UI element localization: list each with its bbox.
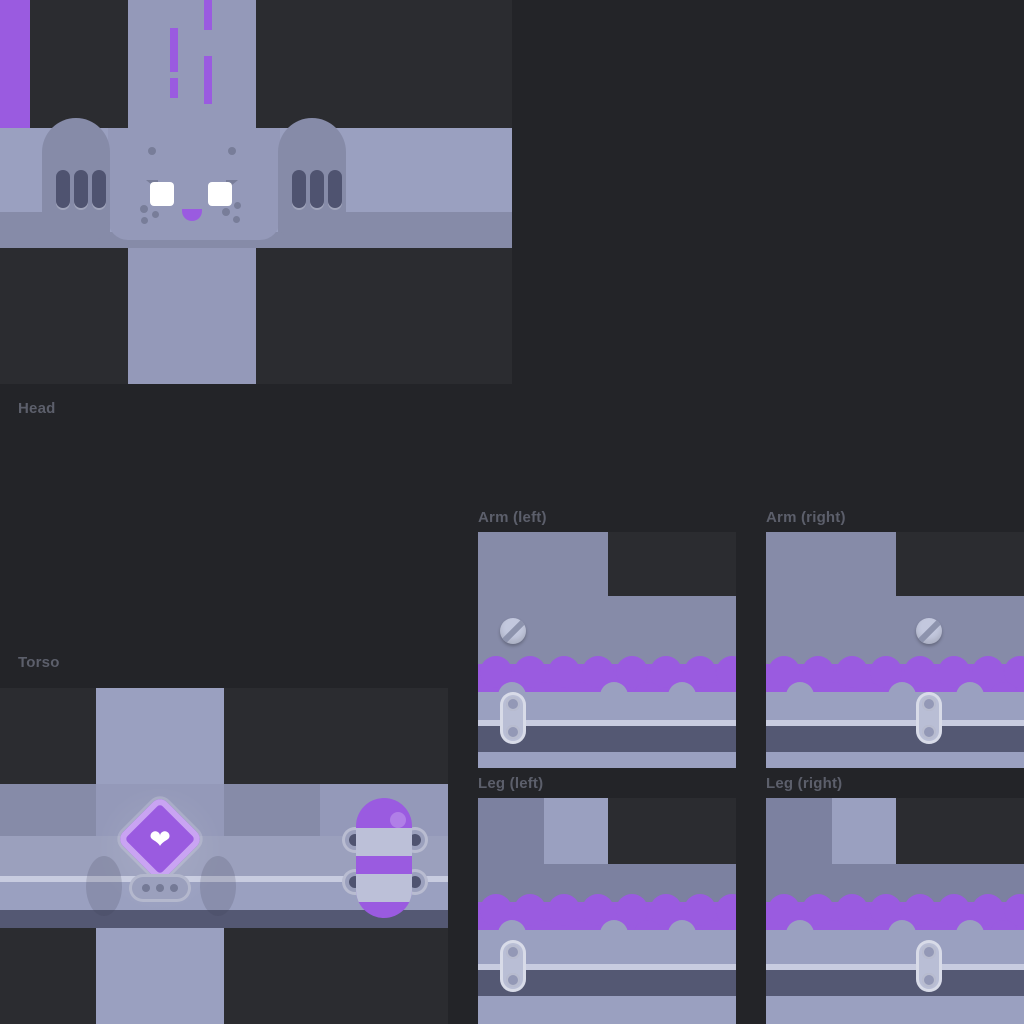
arm-left-shoulder-notch [478, 532, 608, 596]
leg-right-hip-a [766, 798, 832, 864]
screw-icon [916, 618, 942, 644]
clasp-hole [506, 973, 520, 987]
arm-left-hand [478, 752, 736, 768]
bolt-core [409, 876, 421, 888]
freckle [233, 216, 240, 223]
clasp-icon [916, 940, 942, 992]
striped-capsule [356, 798, 412, 918]
torso-bottom-block [96, 928, 224, 1024]
leg-right-foot [766, 996, 1024, 1024]
freckle [222, 208, 230, 216]
mane-tuft-right-a [204, 0, 212, 30]
ear-right-inner [292, 170, 342, 208]
leg-left-foot [478, 996, 736, 1024]
clasp-icon [500, 692, 526, 744]
panel-label-head: Head [18, 400, 56, 417]
leg-right-seam-line [766, 964, 1024, 970]
bolt-core [409, 834, 421, 846]
clasp-hole [922, 973, 936, 987]
ear-right-base [278, 212, 512, 240]
arm-right-texture-canvas[interactable] [766, 532, 1024, 768]
head-texture-canvas[interactable] [0, 0, 512, 384]
freckle [152, 211, 159, 218]
clasp-hole [506, 945, 520, 959]
arm-right-seam-line [766, 720, 1024, 726]
arm-right-dark-band [766, 726, 1024, 752]
panel-label-leg-left: Leg (left) [478, 775, 544, 792]
vent-grill [129, 874, 191, 902]
arm-left-texture-canvas[interactable] [478, 532, 736, 768]
ear-left-base [0, 212, 110, 240]
screw-slot [916, 618, 942, 644]
capsule-stripe-lower [356, 874, 412, 902]
torso-shadow-left [86, 856, 122, 916]
freckle [141, 217, 148, 224]
head-face-plate [108, 128, 280, 240]
clasp-hole [506, 697, 520, 711]
panel-label-arm-left: Arm (left) [478, 509, 547, 526]
leg-left-texture-canvas[interactable] [478, 798, 736, 1024]
screw-icon [500, 618, 526, 644]
freckle [140, 205, 148, 213]
eye-left [150, 182, 174, 206]
leg-left-hip-a [478, 798, 544, 864]
leg-right-dark-band [766, 970, 1024, 996]
torso-top-block [96, 688, 224, 784]
capsule-stripe-upper [356, 828, 412, 856]
leg-left-seam-line [478, 964, 736, 970]
eye-right [208, 182, 232, 206]
heart-icon: ❤ [149, 824, 171, 854]
clasp-hole [922, 697, 936, 711]
ear-bar [92, 170, 106, 208]
vent-dot [156, 884, 164, 892]
ear-bar [74, 170, 88, 208]
arm-right-shoulder-notch [766, 532, 896, 596]
ear-bar [328, 170, 342, 208]
torso-shadow-right [200, 856, 236, 916]
ear-left-inner [56, 170, 106, 208]
panel-label-torso: Torso [18, 654, 60, 671]
mane-tuft-right-b [204, 56, 212, 104]
torso-texture-canvas[interactable]: ❤ [0, 688, 448, 1024]
ear-bar [56, 170, 70, 208]
leg-right-hip-b [832, 798, 896, 864]
vent-dot [142, 884, 150, 892]
torso-band-dark [0, 910, 448, 928]
leg-right-shin [766, 930, 1024, 970]
panel-label-leg-right: Leg (right) [766, 775, 843, 792]
ear-bar [310, 170, 324, 208]
clasp-icon [916, 692, 942, 744]
freckle [148, 147, 156, 155]
mane-tuft-left-b [170, 78, 178, 98]
clasp-icon [500, 940, 526, 992]
clasp-hole [922, 725, 936, 739]
torso-band-line [0, 876, 448, 882]
arm-right-upper [766, 596, 1024, 664]
mouth [182, 209, 202, 221]
mane-tuft-left-a [170, 28, 178, 72]
screw-slot [500, 618, 526, 644]
leg-right-texture-canvas[interactable] [766, 798, 1024, 1024]
leg-left-hip-b [544, 798, 608, 864]
freckle [228, 147, 236, 155]
capsule-gloss [390, 812, 406, 828]
clasp-hole [922, 945, 936, 959]
arm-right-hand [766, 752, 1024, 768]
eye-right-corner-icon [226, 180, 238, 190]
clasp-hole [506, 725, 520, 739]
arm-left-seam-line [478, 720, 736, 726]
ear-bar [292, 170, 306, 208]
vent-dot [170, 884, 178, 892]
freckle [234, 202, 241, 209]
panel-label-arm-right: Arm (right) [766, 509, 846, 526]
